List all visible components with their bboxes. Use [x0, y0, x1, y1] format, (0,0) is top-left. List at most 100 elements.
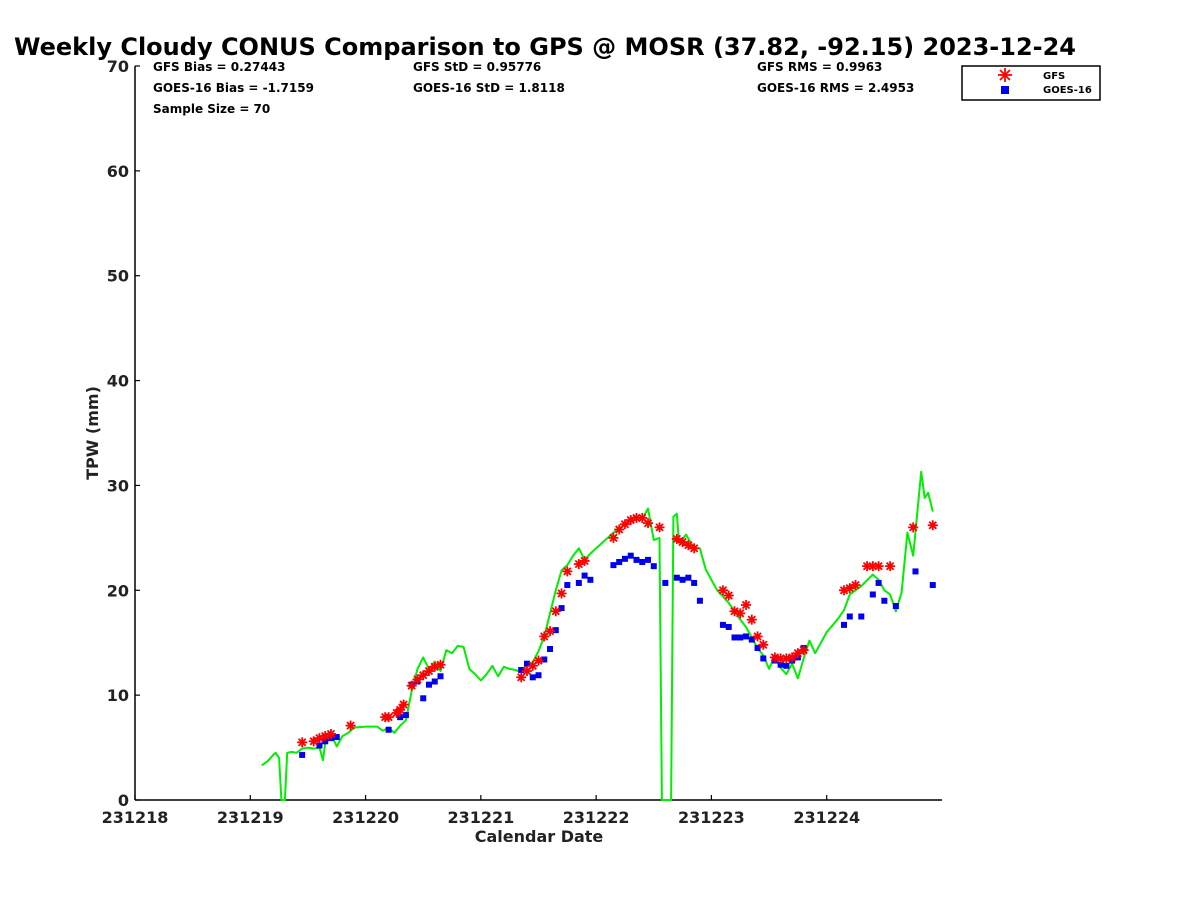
- gfs-point: [752, 631, 763, 642]
- goes16-point: [535, 672, 542, 679]
- goes16-point: [869, 591, 876, 598]
- goes16-point: [564, 582, 571, 589]
- goes16-point: [397, 714, 404, 721]
- x-tick-label: 231222: [563, 808, 630, 827]
- goes16-point: [777, 661, 784, 668]
- gfs-legend-icon: [998, 68, 1012, 82]
- goes16-point: [633, 556, 640, 563]
- goes16-point: [518, 666, 525, 673]
- goes16-point: [725, 623, 732, 630]
- goes16-point: [322, 738, 329, 745]
- sample-size-text: Sample Size = 70: [153, 102, 270, 116]
- goes16-point: [402, 712, 409, 719]
- goes16-series: [299, 552, 936, 758]
- goes16-point: [552, 627, 559, 634]
- y-tick-label: 20: [107, 581, 129, 600]
- goes16-point: [754, 644, 761, 651]
- goes16-point: [679, 576, 686, 583]
- gfs-point: [527, 660, 538, 671]
- gfs-point: [383, 712, 394, 723]
- goes-rms-text: GOES-16 RMS = 2.4953: [757, 81, 914, 95]
- goes16-point: [691, 579, 698, 586]
- goes16-point: [425, 681, 432, 688]
- goes16-point: [645, 556, 652, 563]
- legend: GFS GOES-16: [961, 65, 1101, 101]
- x-tick-label: 231220: [332, 808, 399, 827]
- y-axis-label: TPW (mm): [83, 386, 102, 480]
- goes16-point: [662, 579, 669, 586]
- gfs-point: [556, 588, 567, 599]
- gfs-point: [689, 543, 700, 554]
- gfs-std-text: GFS StD = 0.95776: [413, 60, 541, 74]
- gfs-point: [521, 666, 532, 677]
- y-tick-label: 30: [107, 476, 129, 495]
- goes16-point: [385, 726, 392, 733]
- gfs-point: [741, 599, 752, 610]
- gfs-point: [325, 728, 336, 739]
- goes16-point: [547, 646, 554, 653]
- gfs-point: [619, 519, 630, 530]
- goes16-point: [523, 660, 530, 667]
- gfs-point: [723, 590, 734, 601]
- goes16-point: [929, 582, 936, 589]
- y-tick-label: 40: [107, 372, 129, 391]
- legend-gfs-marker: [998, 68, 1012, 82]
- goes16-point: [731, 634, 738, 641]
- goes16-point: [316, 742, 323, 749]
- goes16-point: [881, 597, 888, 604]
- x-tick-label: 231218: [102, 808, 169, 827]
- goes16-point: [558, 605, 565, 612]
- gfs-point: [614, 524, 625, 535]
- goes16-point: [541, 656, 548, 663]
- gfs-rms-text: GFS RMS = 0.9963: [757, 60, 882, 74]
- gfs-point: [654, 522, 665, 533]
- gfs-point: [746, 614, 757, 625]
- goes16-point: [760, 655, 767, 662]
- gfs-point: [539, 631, 550, 642]
- gfs-point: [643, 518, 654, 529]
- y-ticks: 0 10 20 30 40 50 60 70: [107, 57, 140, 810]
- gfs-point: [533, 655, 544, 666]
- goes16-point: [719, 621, 726, 628]
- goes16-point: [437, 673, 444, 680]
- goes16-point: [627, 552, 634, 559]
- goes16-point: [892, 603, 899, 610]
- x-axis-label: Calendar Date: [475, 827, 604, 846]
- x-tick-label: 231221: [447, 808, 514, 827]
- goes16-point: [685, 574, 692, 581]
- goes16-point: [783, 662, 790, 669]
- legend-box: [961, 65, 1101, 101]
- plot-area: 0 10 20 30 40 50 60 70 231218 231219 231220 231221…: [102, 57, 942, 827]
- goes16-point: [639, 558, 646, 565]
- gfs-point: [423, 666, 434, 677]
- gfs-point: [435, 659, 446, 670]
- gfs-point: [412, 674, 423, 685]
- goes16-point: [616, 558, 623, 565]
- goes16-point: [621, 555, 628, 562]
- goes16-point: [696, 597, 703, 604]
- goes16-point: [748, 636, 755, 643]
- gfs-point: [562, 566, 573, 577]
- gfs-bias-text: GFS Bias = 0.27443: [153, 60, 285, 74]
- gfs-point: [885, 561, 896, 572]
- goes-std-text: GOES-16 StD = 1.8118: [413, 81, 565, 95]
- gfs-point: [735, 608, 746, 619]
- goes16-point: [581, 572, 588, 579]
- gfs-point: [758, 639, 769, 650]
- gfs-point: [345, 720, 356, 731]
- y-tick-label: 10: [107, 686, 129, 705]
- goes16-point: [610, 562, 617, 569]
- goes16-point: [587, 576, 594, 583]
- gps-line: [261, 470, 934, 801]
- goes16-point: [299, 751, 306, 758]
- y-tick-label: 70: [107, 57, 129, 76]
- goes16-point: [420, 695, 427, 702]
- gfs-point: [545, 626, 556, 637]
- goes16-point: [737, 634, 744, 641]
- goes16-point: [333, 734, 340, 741]
- legend-goes-label: GOES-16: [1043, 85, 1092, 96]
- legend-goes-marker: [1001, 86, 1009, 94]
- chart-title: Weekly Cloudy CONUS Comparison to GPS @ …: [14, 33, 1076, 61]
- goes16-point: [575, 579, 582, 586]
